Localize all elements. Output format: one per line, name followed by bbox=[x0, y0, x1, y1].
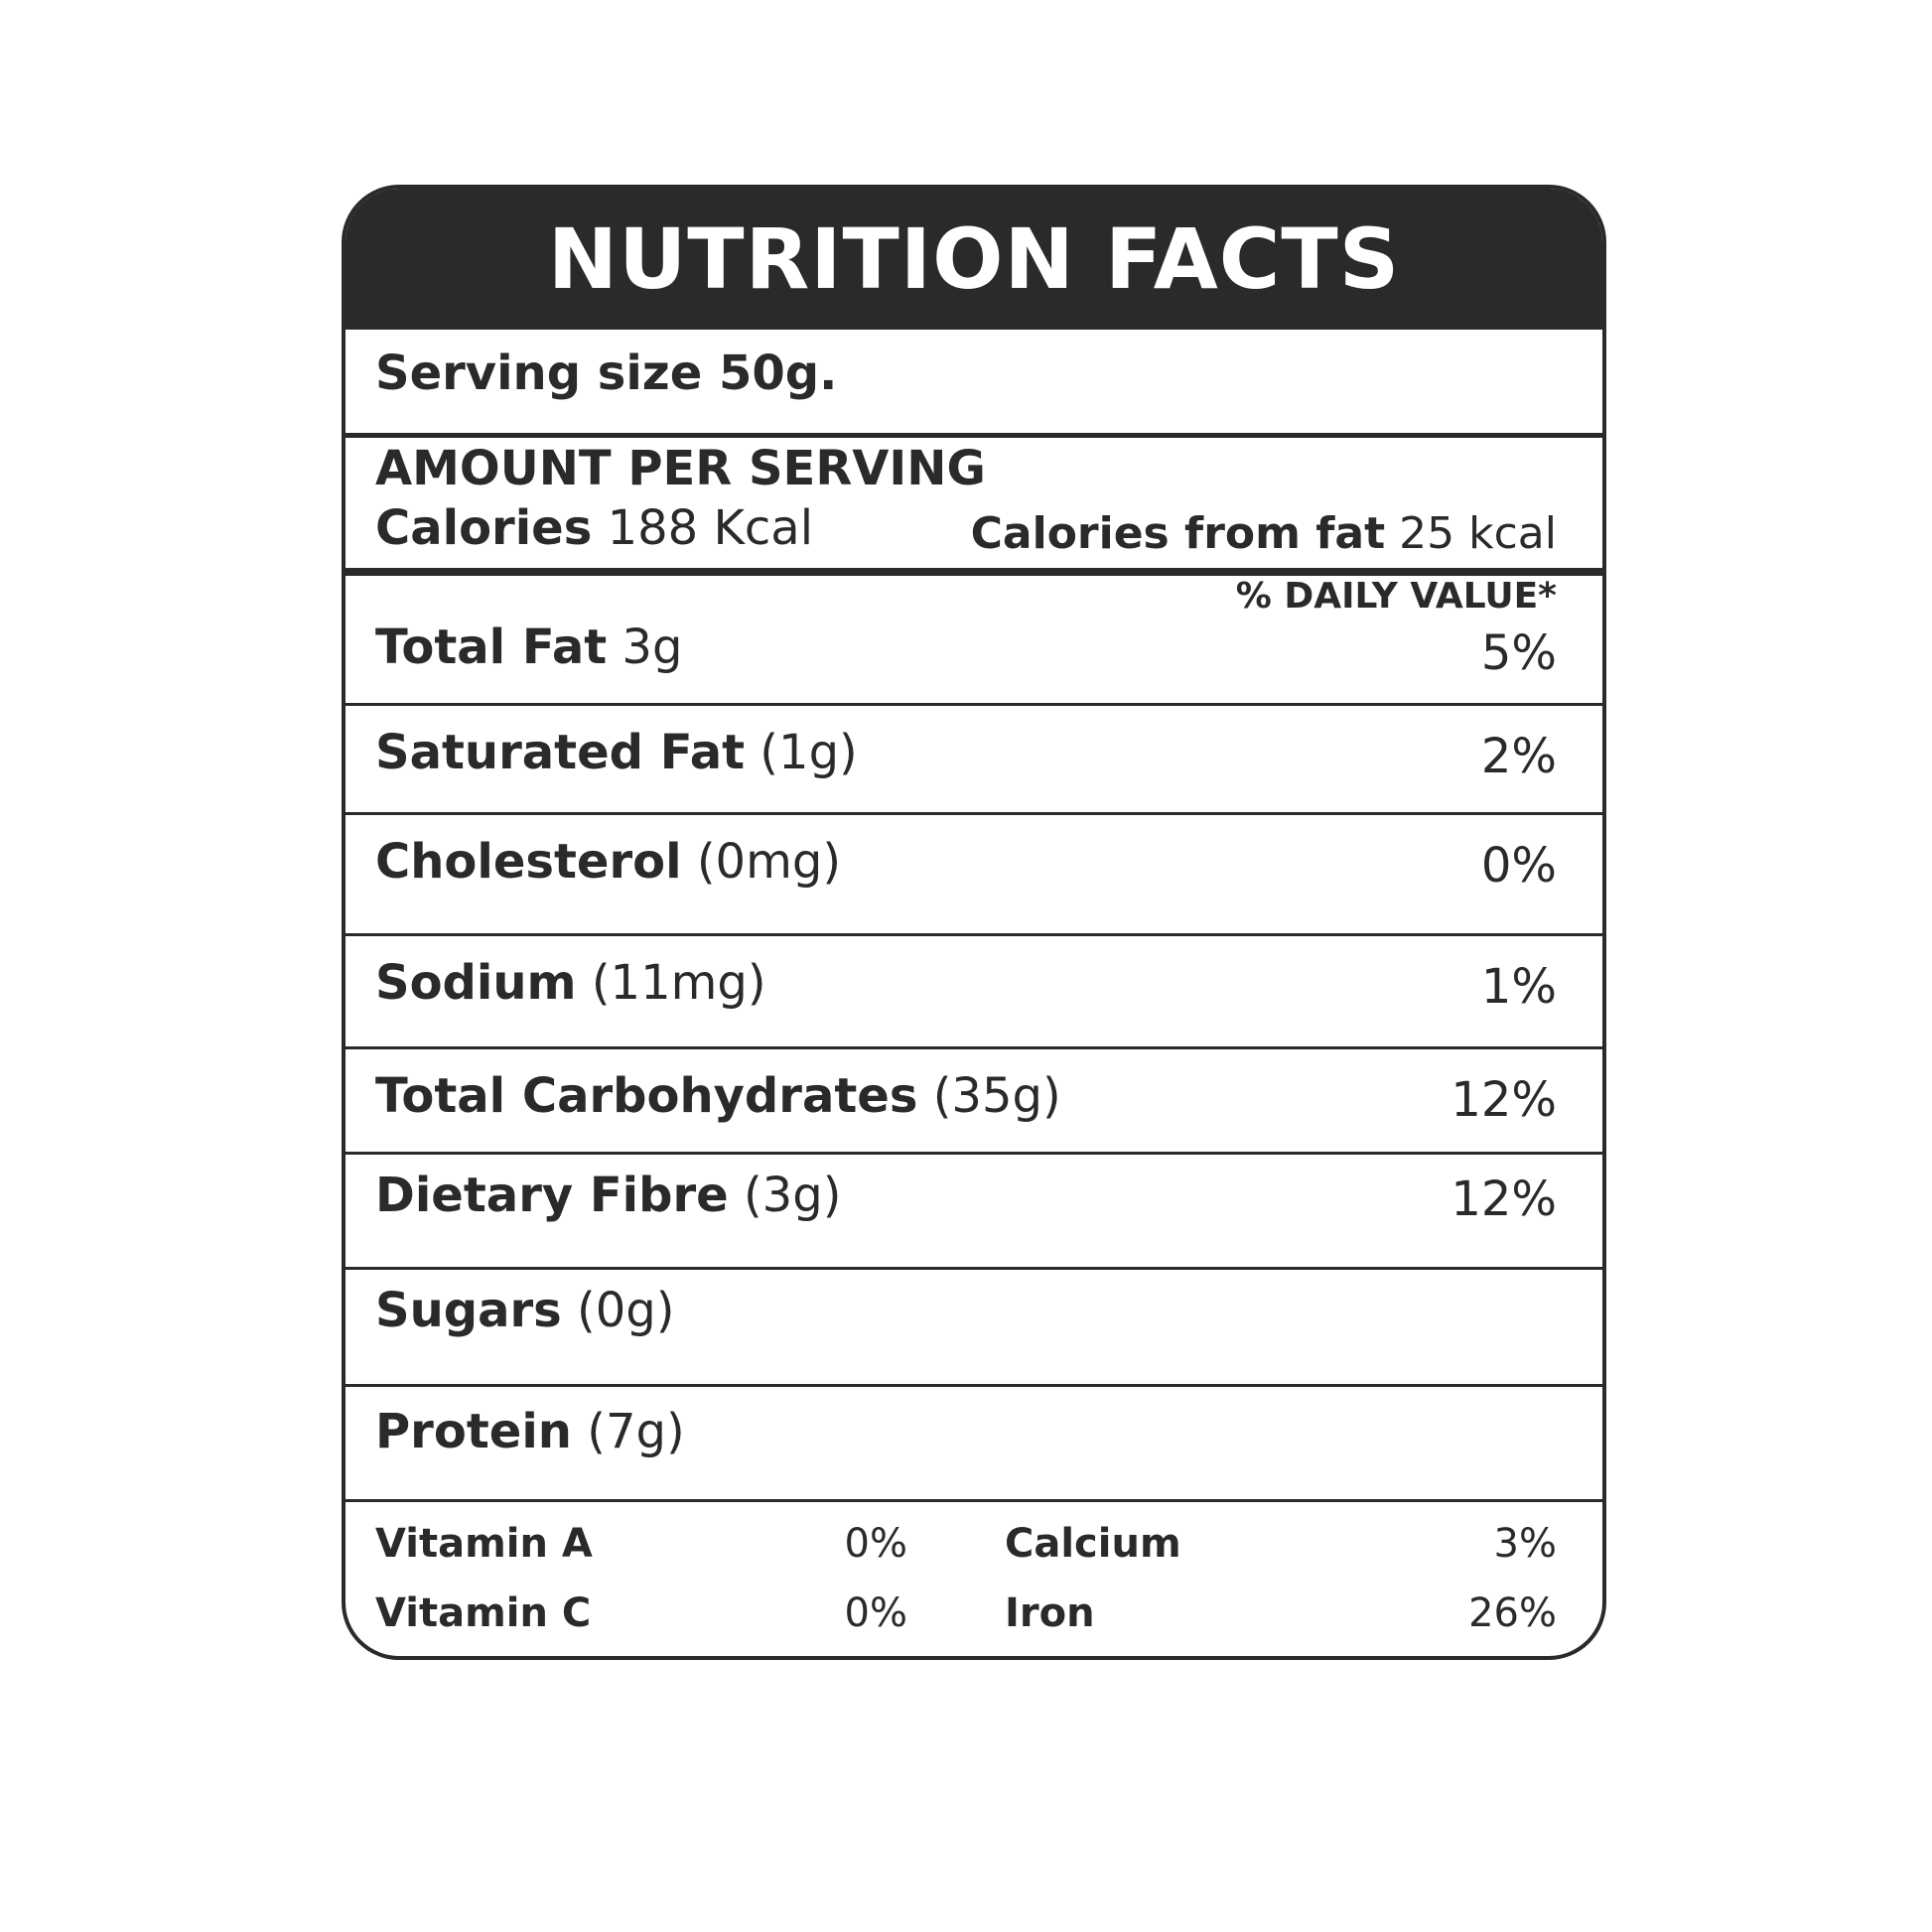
nutrient-amount: (0g) bbox=[577, 1283, 675, 1338]
vitamin-name: Vitamin C bbox=[375, 1590, 592, 1636]
divider bbox=[345, 933, 1602, 936]
nutrient-name: Sugars bbox=[375, 1283, 562, 1338]
vitamin-value: 0% bbox=[844, 1521, 907, 1567]
nutrient-amount: (1g) bbox=[759, 725, 858, 780]
nutrition-facts-label: NUTRITION FACTS Serving size 50g. AMOUNT… bbox=[342, 185, 1606, 1660]
nutrient-amount: (7g) bbox=[587, 1404, 685, 1459]
nutrient-row: Cholesterol (0mg) bbox=[375, 834, 841, 890]
label-header: NUTRITION FACTS bbox=[345, 189, 1602, 330]
mineral-value: 26% bbox=[1468, 1590, 1557, 1636]
divider bbox=[345, 812, 1602, 815]
nutrient-amount: (35g) bbox=[932, 1068, 1061, 1124]
mineral-name: Iron bbox=[1005, 1590, 1095, 1636]
nutrient-daily-value: 1% bbox=[1480, 959, 1557, 1015]
nutrient-name: Total Fat bbox=[375, 620, 608, 675]
divider bbox=[345, 1384, 1602, 1387]
mineral-value: 3% bbox=[1493, 1521, 1557, 1567]
nutrient-name: Saturated Fat bbox=[375, 725, 746, 780]
divider bbox=[345, 703, 1602, 706]
calories-line: Calories 188 Kcal bbox=[375, 500, 813, 556]
calories-from-fat-line: Calories from fat 25 kcal bbox=[971, 508, 1557, 559]
calories-value: 188 Kcal bbox=[607, 500, 814, 556]
divider bbox=[345, 1267, 1602, 1270]
nutrient-daily-value: 5% bbox=[1480, 625, 1557, 681]
nutrient-daily-value: 0% bbox=[1480, 838, 1557, 894]
nutrient-row: Total Carbohydrates (35g) bbox=[375, 1068, 1061, 1124]
nutrient-row: Dietary Fibre (3g) bbox=[375, 1168, 841, 1223]
divider bbox=[345, 433, 1602, 438]
nutrient-amount: 3g bbox=[621, 620, 683, 675]
divider bbox=[345, 1152, 1602, 1155]
daily-value-heading: % DAILY VALUE* bbox=[1235, 576, 1557, 617]
nutrient-name: Dietary Fibre bbox=[375, 1168, 729, 1223]
nutrient-name: Cholesterol bbox=[375, 834, 682, 890]
nutrient-row: Total Fat 3g bbox=[375, 620, 682, 675]
nutrient-row: Protein (7g) bbox=[375, 1404, 685, 1459]
serving-size: Serving size 50g. bbox=[375, 345, 838, 401]
label-title: NUTRITION FACTS bbox=[547, 210, 1401, 308]
nutrient-daily-value: 12% bbox=[1450, 1172, 1557, 1227]
calories-label: Calories bbox=[375, 500, 593, 556]
amount-per-serving-heading: AMOUNT PER SERVING bbox=[375, 441, 986, 496]
nutrient-amount: (3g) bbox=[743, 1168, 842, 1223]
nutrient-row: Sugars (0g) bbox=[375, 1283, 674, 1338]
calories-from-fat-label: Calories from fat bbox=[970, 508, 1386, 559]
nutrient-daily-value: 2% bbox=[1480, 729, 1557, 784]
thick-divider bbox=[345, 568, 1602, 576]
vitamin-name: Vitamin A bbox=[375, 1521, 593, 1567]
nutrient-daily-value: 12% bbox=[1450, 1072, 1557, 1128]
nutrient-row: Sodium (11mg) bbox=[375, 955, 766, 1011]
nutrient-row: Saturated Fat (1g) bbox=[375, 725, 858, 780]
divider bbox=[345, 1499, 1602, 1502]
mineral-name: Calcium bbox=[1005, 1521, 1181, 1567]
divider bbox=[345, 1046, 1602, 1049]
calories-from-fat-value: 25 kcal bbox=[1399, 508, 1557, 559]
nutrient-name: Protein bbox=[375, 1404, 572, 1459]
nutrient-name: Total Carbohydrates bbox=[375, 1068, 918, 1124]
vitamin-value: 0% bbox=[844, 1590, 907, 1636]
nutrient-amount: (0mg) bbox=[696, 834, 842, 890]
nutrient-amount: (11mg) bbox=[591, 955, 766, 1011]
nutrient-name: Sodium bbox=[375, 955, 577, 1011]
